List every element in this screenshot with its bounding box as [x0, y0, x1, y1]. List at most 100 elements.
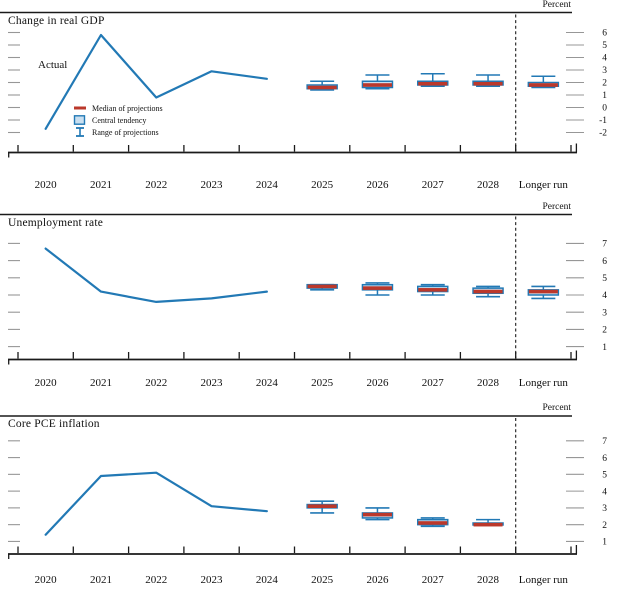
- median-bar: [307, 504, 337, 509]
- legend-item-central-tendency: Central tendency: [73, 115, 163, 125]
- x-category-label: 2024: [256, 179, 279, 191]
- x-category-label: 2027: [422, 179, 445, 191]
- y-tick-label: 3: [602, 504, 607, 514]
- actual-line: [44, 247, 268, 303]
- x-category-label: 2026: [366, 179, 389, 191]
- projection-glyph-2026: [361, 282, 394, 296]
- x-category-label: 2021: [90, 574, 112, 586]
- x-category-label: 2026: [366, 574, 389, 586]
- panel-1: 7 6 5 4 3 2 1 2020 2021 2022 2023 2024 2025 2026 2027 2…: [0, 213, 607, 389]
- median-bar: [418, 521, 448, 525]
- median-bar: [418, 288, 448, 292]
- y-tick-label: 4: [602, 487, 607, 497]
- y-tick-label: 5: [602, 471, 607, 481]
- y-tick-label: 7: [602, 240, 607, 250]
- panel-title-unemployment: Unemployment rate: [8, 217, 104, 229]
- x-category-label: 2020: [35, 179, 58, 191]
- legend-label-range: Range of projections: [92, 127, 159, 137]
- x-category-label: 2021: [90, 179, 112, 191]
- x-category-label: 2027: [422, 377, 445, 389]
- panel-title-gdp: Change in real GDP: [8, 15, 105, 27]
- x-category-label: 2025: [311, 377, 334, 389]
- panel-2: 7 6 5 4 3 2 1 2020 2021 2022 2023 2024 2025 2026 2027 2…: [0, 415, 607, 586]
- y-tick-label: 3: [602, 66, 607, 76]
- x-category-label: 2026: [366, 377, 389, 389]
- y-tick-label: 2: [602, 79, 607, 89]
- median-bar: [307, 284, 337, 289]
- median-bar: [528, 83, 558, 87]
- x-category-label: 2024: [256, 574, 279, 586]
- percent-label-unemployment: Percent: [542, 202, 572, 212]
- projection-glyph-2026: [361, 74, 394, 90]
- median-bar: [307, 85, 337, 90]
- projection-glyph-2028: [472, 285, 504, 298]
- x-category-label: 2022: [145, 377, 167, 389]
- projection-glyph-longer-run: [527, 75, 560, 89]
- y-tick-label: 0: [602, 104, 607, 114]
- x-category-label: Longer run: [519, 377, 569, 389]
- y-tick-label: 6: [602, 29, 607, 39]
- projection-glyph-2027: [417, 283, 449, 296]
- x-category-label: 2020: [35, 574, 58, 586]
- legend-label-median: Median of projections: [92, 103, 163, 113]
- projection-glyph-2026: [361, 507, 394, 521]
- x-category-label: 2028: [477, 377, 500, 389]
- y-tick-label: 5: [602, 41, 607, 51]
- median-bar: [528, 289, 558, 294]
- y-tick-label: 5: [602, 274, 607, 284]
- x-category-label: 2022: [145, 179, 167, 191]
- x-category-label: 2020: [35, 377, 58, 389]
- projection-glyph-2025: [306, 80, 338, 91]
- x-category-label: 2028: [477, 179, 500, 191]
- x-category-label: 2021: [90, 377, 112, 389]
- median-bar: [362, 512, 392, 517]
- projection-glyph-2025: [306, 283, 338, 291]
- median-bar: [362, 83, 392, 87]
- x-category-label: 2024: [256, 377, 279, 389]
- median-bar: [473, 81, 503, 86]
- x-category-label: 2023: [201, 574, 224, 586]
- x-category-label: 2025: [311, 179, 334, 191]
- y-tick-label: -1: [599, 116, 607, 126]
- actual-line: [44, 471, 268, 536]
- x-category-label: 2023: [201, 179, 224, 191]
- y-tick-label: 4: [602, 54, 607, 64]
- y-tick-label: 3: [602, 308, 607, 318]
- y-tick-label: 1: [602, 538, 607, 548]
- y-tick-label: 6: [602, 257, 607, 267]
- central-tendency-box-icon: [73, 115, 86, 125]
- projection-glyph-2028: [472, 518, 504, 527]
- median-bar-icon: [74, 106, 86, 110]
- projection-glyph-2028: [472, 74, 504, 88]
- actual-line: [44, 33, 268, 130]
- legend-label-central-tendency: Central tendency: [92, 115, 147, 125]
- y-tick-label: 1: [602, 343, 607, 353]
- x-category-label: 2023: [201, 377, 224, 389]
- panel-0: 6 5 4 3 2 1 0 -1 -2 2020 2021 2022 2023 2024 2025 2026 2…: [0, 11, 607, 191]
- legend-item-range: Range of projections: [73, 127, 163, 137]
- panel-title-core-pce: Core PCE inflation: [8, 418, 100, 430]
- x-category-label: Longer run: [519, 179, 569, 191]
- x-category-label: Longer run: [519, 574, 569, 586]
- y-tick-label: -2: [599, 129, 607, 139]
- y-tick-label: 4: [602, 291, 607, 301]
- projection-glyph-2027: [417, 72, 449, 88]
- median-bar: [362, 286, 392, 290]
- percent-label-gdp: Percent: [542, 0, 572, 10]
- x-category-label: 2022: [145, 574, 167, 586]
- percent-label-core-pce: Percent: [542, 403, 572, 413]
- x-category-label: 2028: [477, 574, 500, 586]
- actual-annotation: Actual: [38, 59, 67, 71]
- projection-glyph-2027: [417, 517, 449, 528]
- legend-item-median: Median of projections: [73, 103, 163, 113]
- y-tick-label: 1: [602, 91, 607, 101]
- projection-glyph-longer-run: [527, 285, 560, 300]
- y-tick-label: 7: [602, 437, 607, 447]
- y-tick-label: 2: [602, 521, 607, 531]
- range-ibeam-icon: [76, 127, 84, 137]
- median-bar: [473, 522, 503, 527]
- x-category-label: 2025: [311, 574, 334, 586]
- median-bar: [473, 289, 503, 294]
